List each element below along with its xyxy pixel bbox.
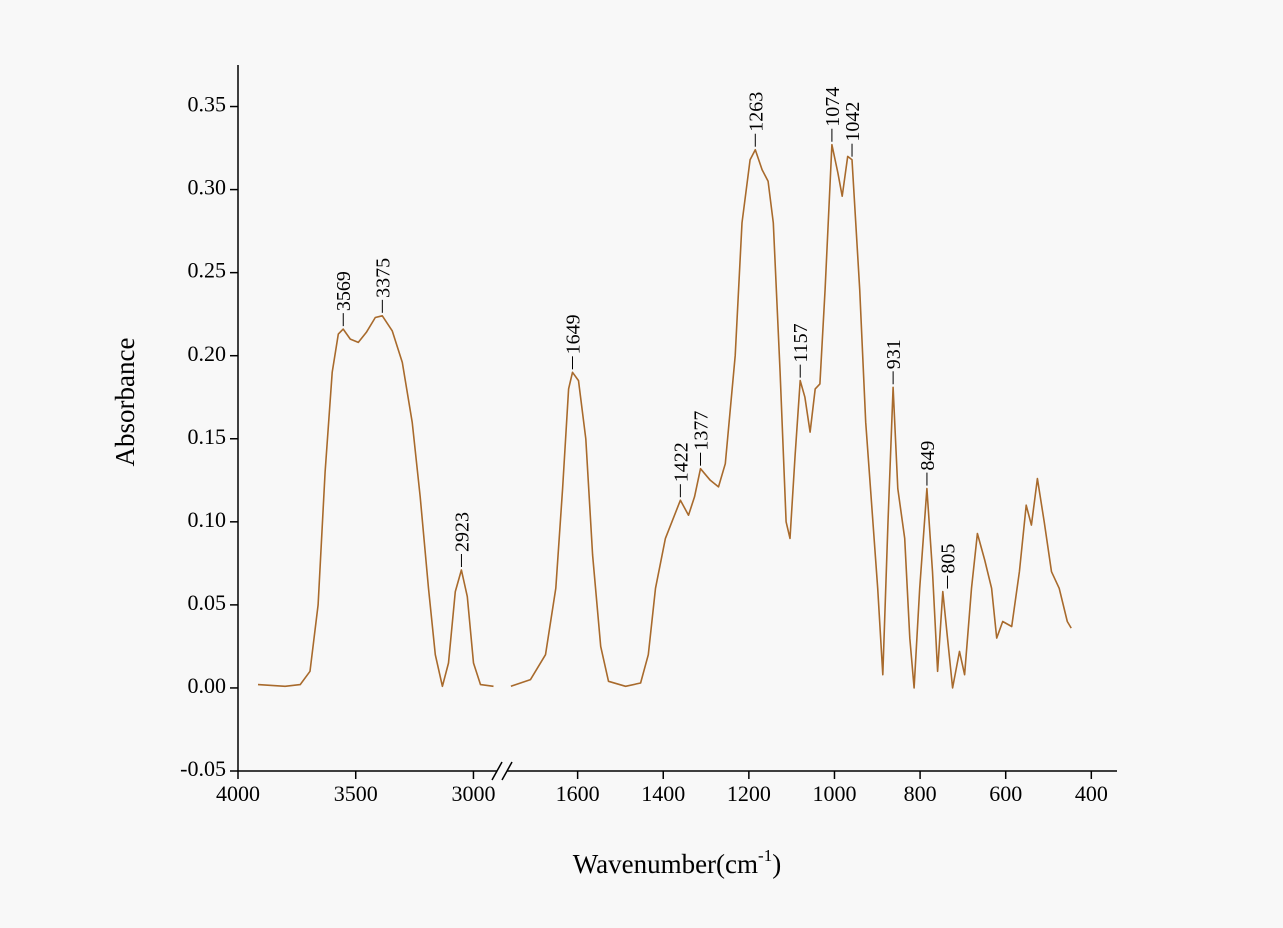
annotation-label: 1377 — [690, 411, 712, 451]
annotation-label: 2923 — [451, 512, 473, 552]
y-tick-label: -0.05 — [180, 756, 226, 781]
x-tick-label: 600 — [989, 781, 1022, 806]
x-axis-title: Wavenumber(cm-1) — [573, 846, 781, 879]
x-axis-title-end: ) — [772, 849, 781, 879]
x-tick-label: 1000 — [812, 781, 856, 806]
annotation-label: 3569 — [333, 271, 355, 311]
x-axis-title-sup: -1 — [758, 846, 772, 865]
annotation-label: 1157 — [790, 323, 812, 362]
x-tick-label: 1400 — [641, 781, 685, 806]
annotation-label: 3375 — [372, 258, 394, 298]
x-tick-label: 400 — [1075, 781, 1108, 806]
x-tick-label: 4000 — [216, 781, 260, 806]
annotation-label: 805 — [937, 544, 959, 574]
x-axis-title-main: Wavenumber(cm — [573, 849, 758, 879]
x-tick-label: 3000 — [451, 781, 495, 806]
y-tick-label: 0.25 — [188, 258, 227, 283]
y-tick-label: 0.20 — [188, 341, 227, 366]
annotation-label: 1074 — [822, 87, 844, 127]
annotation-label: 1042 — [842, 102, 864, 142]
annotation-label: 931 — [883, 339, 905, 369]
annotation-label: 1649 — [562, 314, 584, 354]
axis-break — [491, 761, 503, 781]
x-tick-label: 1200 — [727, 781, 771, 806]
axis-break — [501, 761, 513, 781]
y-tick-label: 0.35 — [188, 92, 227, 117]
annotation-label: 849 — [917, 441, 939, 471]
x-tick-label: 3500 — [334, 781, 378, 806]
y-tick-label: 0.15 — [188, 424, 227, 449]
y-tick-label: 0.00 — [188, 673, 227, 698]
y-tick-label: 0.30 — [188, 175, 227, 200]
x-tick-label: 1600 — [556, 781, 600, 806]
annotation-label: 1263 — [745, 92, 767, 132]
y-tick-label: 0.10 — [188, 507, 227, 532]
y-tick-label: 0.05 — [188, 590, 227, 615]
x-tick-label: 800 — [904, 781, 937, 806]
annotation-label: 1422 — [670, 442, 692, 482]
spectrum-line — [257, 143, 1072, 689]
y-axis-title: Absorbance — [110, 338, 140, 467]
